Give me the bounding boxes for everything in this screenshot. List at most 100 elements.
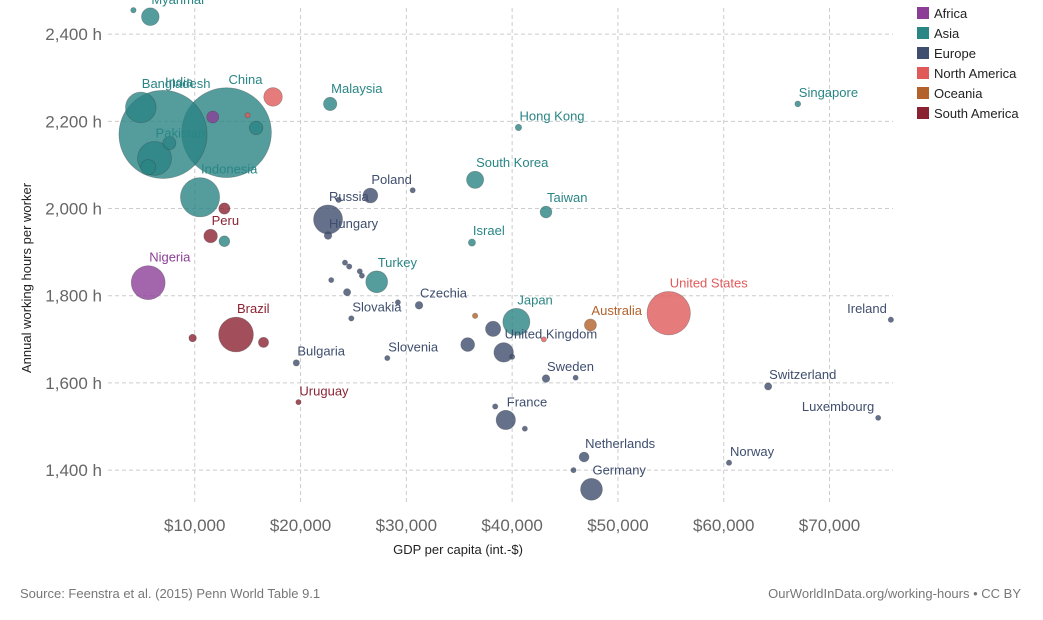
data-point[interactable] bbox=[218, 235, 231, 247]
point-label-slovakia: Slovakia bbox=[352, 300, 402, 315]
data-point[interactable] bbox=[140, 159, 157, 176]
data-point[interactable] bbox=[540, 336, 547, 343]
data-point-brazil[interactable] bbox=[218, 316, 254, 353]
source-note: Source: Feenstra et al. (2015) Penn Worl… bbox=[20, 586, 321, 601]
data-point-czechia[interactable] bbox=[414, 301, 424, 310]
grid-lines bbox=[108, 8, 893, 505]
data-point-myanmar[interactable] bbox=[141, 7, 160, 26]
point-label-israel: Israel bbox=[473, 223, 505, 238]
data-point[interactable] bbox=[248, 120, 264, 136]
data-point-netherlands[interactable] bbox=[578, 451, 590, 463]
data-point[interactable] bbox=[472, 312, 479, 319]
data-point[interactable] bbox=[206, 110, 220, 124]
data-point-turkey[interactable] bbox=[365, 270, 389, 294]
legend[interactable]: Africa Asia Europe North America Oceania Sout… bbox=[917, 6, 1019, 121]
data-point[interactable] bbox=[244, 112, 251, 119]
point-label-taiwan: Taiwan bbox=[547, 190, 587, 205]
data-point[interactable] bbox=[521, 425, 528, 432]
point-label-indonesia: Indonesia bbox=[201, 162, 258, 177]
data-point-hungary[interactable] bbox=[323, 231, 333, 240]
point-label-sweden: Sweden bbox=[547, 359, 594, 374]
data-point-sweden[interactable] bbox=[541, 374, 551, 383]
data-point[interactable] bbox=[258, 336, 269, 348]
data-point[interactable] bbox=[492, 403, 499, 410]
data-point[interactable] bbox=[485, 320, 502, 337]
data-point-bulgaria[interactable] bbox=[292, 359, 300, 367]
data-point-hong-kong[interactable] bbox=[514, 123, 523, 131]
data-point[interactable] bbox=[263, 87, 283, 107]
data-point-south-korea[interactable] bbox=[466, 170, 485, 189]
data-point[interactable] bbox=[130, 7, 137, 14]
credit-link[interactable]: OurWorldInData.org/working-hours • CC BY bbox=[768, 586, 1021, 601]
legend-label-europe[interactable]: Europe bbox=[934, 46, 976, 61]
legend-swatch-europe[interactable] bbox=[917, 47, 929, 59]
y-tick-label: 2,400 h bbox=[45, 25, 102, 44]
point-label-japan: Japan bbox=[517, 292, 552, 307]
point-label-myanmar: Myanmar bbox=[151, 0, 206, 7]
legend-label-asia[interactable]: Asia bbox=[934, 26, 960, 41]
data-point[interactable] bbox=[572, 374, 579, 381]
data-point-norway[interactable] bbox=[725, 459, 733, 466]
data-point-israel[interactable] bbox=[467, 238, 476, 247]
point-label-russia: Russia bbox=[329, 189, 370, 204]
point-label-slovenia: Slovenia bbox=[388, 339, 439, 354]
data-point[interactable] bbox=[346, 263, 353, 270]
point-label-poland: Poland bbox=[371, 172, 411, 187]
data-point-peru[interactable] bbox=[203, 228, 218, 244]
data-point[interactable] bbox=[409, 187, 416, 194]
data-point[interactable] bbox=[509, 353, 516, 360]
legend-swatch-asia[interactable] bbox=[917, 27, 929, 39]
data-point[interactable] bbox=[570, 467, 577, 474]
data-point-germany[interactable] bbox=[580, 478, 603, 501]
legend-swatch-north-america[interactable] bbox=[917, 67, 929, 79]
data-point[interactable] bbox=[394, 299, 401, 306]
legend-swatch-south-america[interactable] bbox=[917, 107, 929, 119]
data-point-switzerland[interactable] bbox=[764, 382, 773, 391]
data-point-malaysia[interactable] bbox=[323, 96, 338, 111]
tick-labels: 1,400 h 1,600 h 1,800 h 2,000 h 2,200 h 2,400… bbox=[45, 25, 860, 535]
point-label-singapore: Singapore bbox=[799, 85, 858, 100]
data-point-japan[interactable] bbox=[502, 308, 531, 336]
data-point-ireland[interactable] bbox=[887, 316, 894, 323]
data-point-indonesia[interactable] bbox=[180, 177, 220, 218]
data-point-slovakia[interactable] bbox=[348, 315, 355, 322]
data-point[interactable] bbox=[335, 196, 342, 203]
point-label-hong-kong: Hong Kong bbox=[519, 108, 584, 123]
y-tick-label: 2,200 h bbox=[45, 112, 102, 131]
data-point[interactable] bbox=[218, 202, 231, 215]
data-point[interactable] bbox=[188, 333, 197, 343]
data-point[interactable] bbox=[162, 136, 177, 151]
point-label-china: China bbox=[228, 72, 263, 87]
data-point-slovenia[interactable] bbox=[384, 355, 391, 362]
y-axis-title: Annual working hours per worker bbox=[19, 182, 34, 373]
data-point[interactable] bbox=[356, 268, 363, 275]
data-point-united-kingdom[interactable] bbox=[493, 342, 514, 363]
legend-label-africa[interactable]: Africa bbox=[934, 6, 968, 21]
point-label-hungary: Hungary bbox=[329, 216, 379, 231]
data-point[interactable] bbox=[342, 259, 348, 266]
point-label-australia: Australia bbox=[591, 303, 642, 318]
data-point-taiwan[interactable] bbox=[539, 205, 553, 219]
data-point-poland[interactable] bbox=[362, 187, 379, 204]
data-point-luxembourg[interactable] bbox=[875, 414, 882, 421]
x-tick-label: $10,000 bbox=[164, 516, 225, 535]
legend-label-oceania[interactable]: Oceania bbox=[934, 86, 983, 101]
y-tick-label: 2,000 h bbox=[45, 200, 102, 219]
data-point-bangladesh[interactable] bbox=[125, 91, 157, 124]
data-point[interactable] bbox=[460, 337, 475, 352]
legend-label-south-america[interactable]: South America bbox=[934, 106, 1019, 121]
point-label-pakistan: Pakistan bbox=[156, 125, 206, 140]
legend-label-north-america[interactable]: North America bbox=[934, 66, 1017, 81]
data-point-australia[interactable] bbox=[584, 318, 597, 332]
legend-swatch-africa[interactable] bbox=[917, 7, 929, 19]
data-point-singapore[interactable] bbox=[794, 100, 802, 108]
data-point-uruguay[interactable] bbox=[295, 399, 302, 406]
data-point-france[interactable] bbox=[495, 409, 516, 431]
data-point[interactable] bbox=[343, 288, 352, 297]
data-point-united-states[interactable] bbox=[646, 291, 691, 336]
data-point-nigeria[interactable] bbox=[130, 265, 166, 300]
data-point[interactable] bbox=[358, 272, 365, 279]
data-point[interactable] bbox=[328, 277, 335, 283]
legend-swatch-oceania[interactable] bbox=[917, 87, 929, 99]
